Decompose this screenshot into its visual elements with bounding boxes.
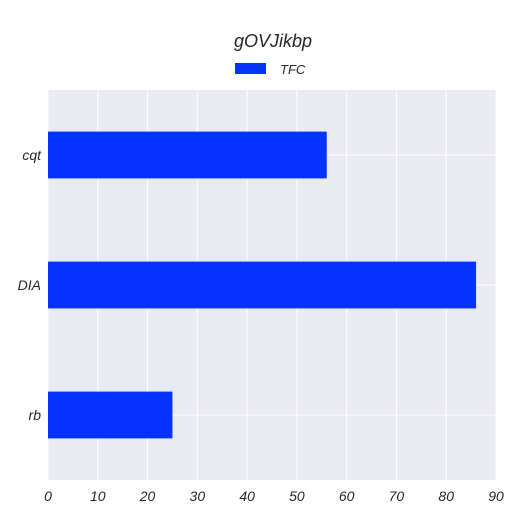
x-tick-label: 0	[44, 488, 52, 504]
x-tick-label: 20	[139, 488, 156, 504]
x-tick-label: 70	[389, 488, 405, 504]
legend-label: TFC	[280, 62, 306, 77]
y-tick-labels: cqt DIA rb	[18, 147, 42, 423]
y-tick-label: rb	[29, 407, 42, 423]
x-tick-labels: 0 10 20 30 40 50 60 70 80 90	[44, 488, 504, 504]
x-tick-label: 10	[90, 488, 106, 504]
bars	[48, 131, 477, 439]
x-tick-label: 80	[438, 488, 454, 504]
chart-title: gOVJikbp	[234, 31, 312, 51]
legend: TFC	[235, 62, 306, 77]
x-tick-label: 90	[488, 488, 504, 504]
y-tick-label: cqt	[22, 147, 42, 163]
bar-rb	[48, 391, 173, 439]
x-tick-label: 30	[190, 488, 206, 504]
x-tick-label: 40	[239, 488, 255, 504]
y-tick-label: DIA	[18, 277, 41, 293]
bar-cqt	[48, 131, 327, 179]
legend-swatch	[235, 63, 266, 74]
x-tick-label: 50	[289, 488, 305, 504]
bar-DIA	[48, 261, 477, 309]
x-tick-label: 60	[339, 488, 355, 504]
